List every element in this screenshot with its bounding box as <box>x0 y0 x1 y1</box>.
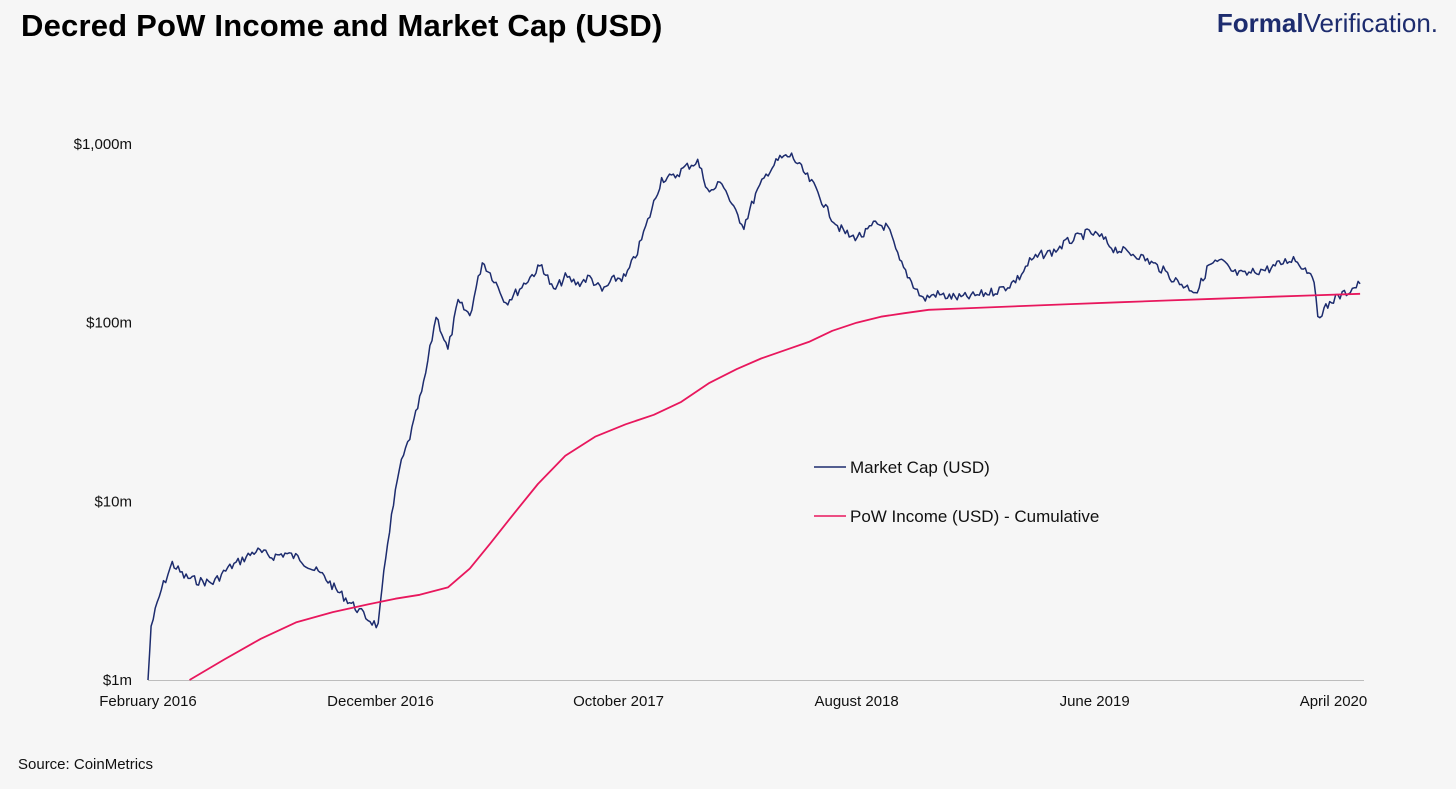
x-tick-label: June 2019 <box>1060 693 1130 710</box>
y-axis-ticks: $1m $10m $100m $1,000m <box>74 136 132 689</box>
x-tick-label: December 2016 <box>327 693 434 710</box>
y-tick-label: $100m <box>86 315 132 332</box>
brand-logo: FormalVerification. <box>1217 8 1438 39</box>
x-tick-label: February 2016 <box>99 693 197 710</box>
legend: Market Cap (USD) PoW Income (USD) - Cumu… <box>814 458 1099 526</box>
legend-label-pow-income: PoW Income (USD) - Cumulative <box>850 507 1099 526</box>
x-tick-label: April 2020 <box>1300 693 1368 710</box>
x-axis-ticks: February 2016 December 2016 October 2017 Au… <box>99 693 1367 710</box>
brand-logo-light: Verification. <box>1303 8 1438 38</box>
chart-title: Decred PoW Income and Market Cap (USD) <box>21 8 663 43</box>
series-line-market-cap <box>147 152 1361 681</box>
legend-label-market-cap: Market Cap (USD) <box>850 458 990 477</box>
series-line-pow-income <box>189 292 1361 681</box>
y-tick-label: $1m <box>103 672 132 689</box>
y-tick-label: $10m <box>94 493 132 510</box>
x-tick-label: October 2017 <box>573 693 664 710</box>
brand-logo-strong: Formal <box>1216 8 1304 38</box>
series-layer <box>147 152 1361 681</box>
x-tick-label: August 2018 <box>814 693 898 710</box>
source-note: Source: CoinMetrics <box>18 756 154 773</box>
y-tick-label: $1,000m <box>74 136 132 153</box>
